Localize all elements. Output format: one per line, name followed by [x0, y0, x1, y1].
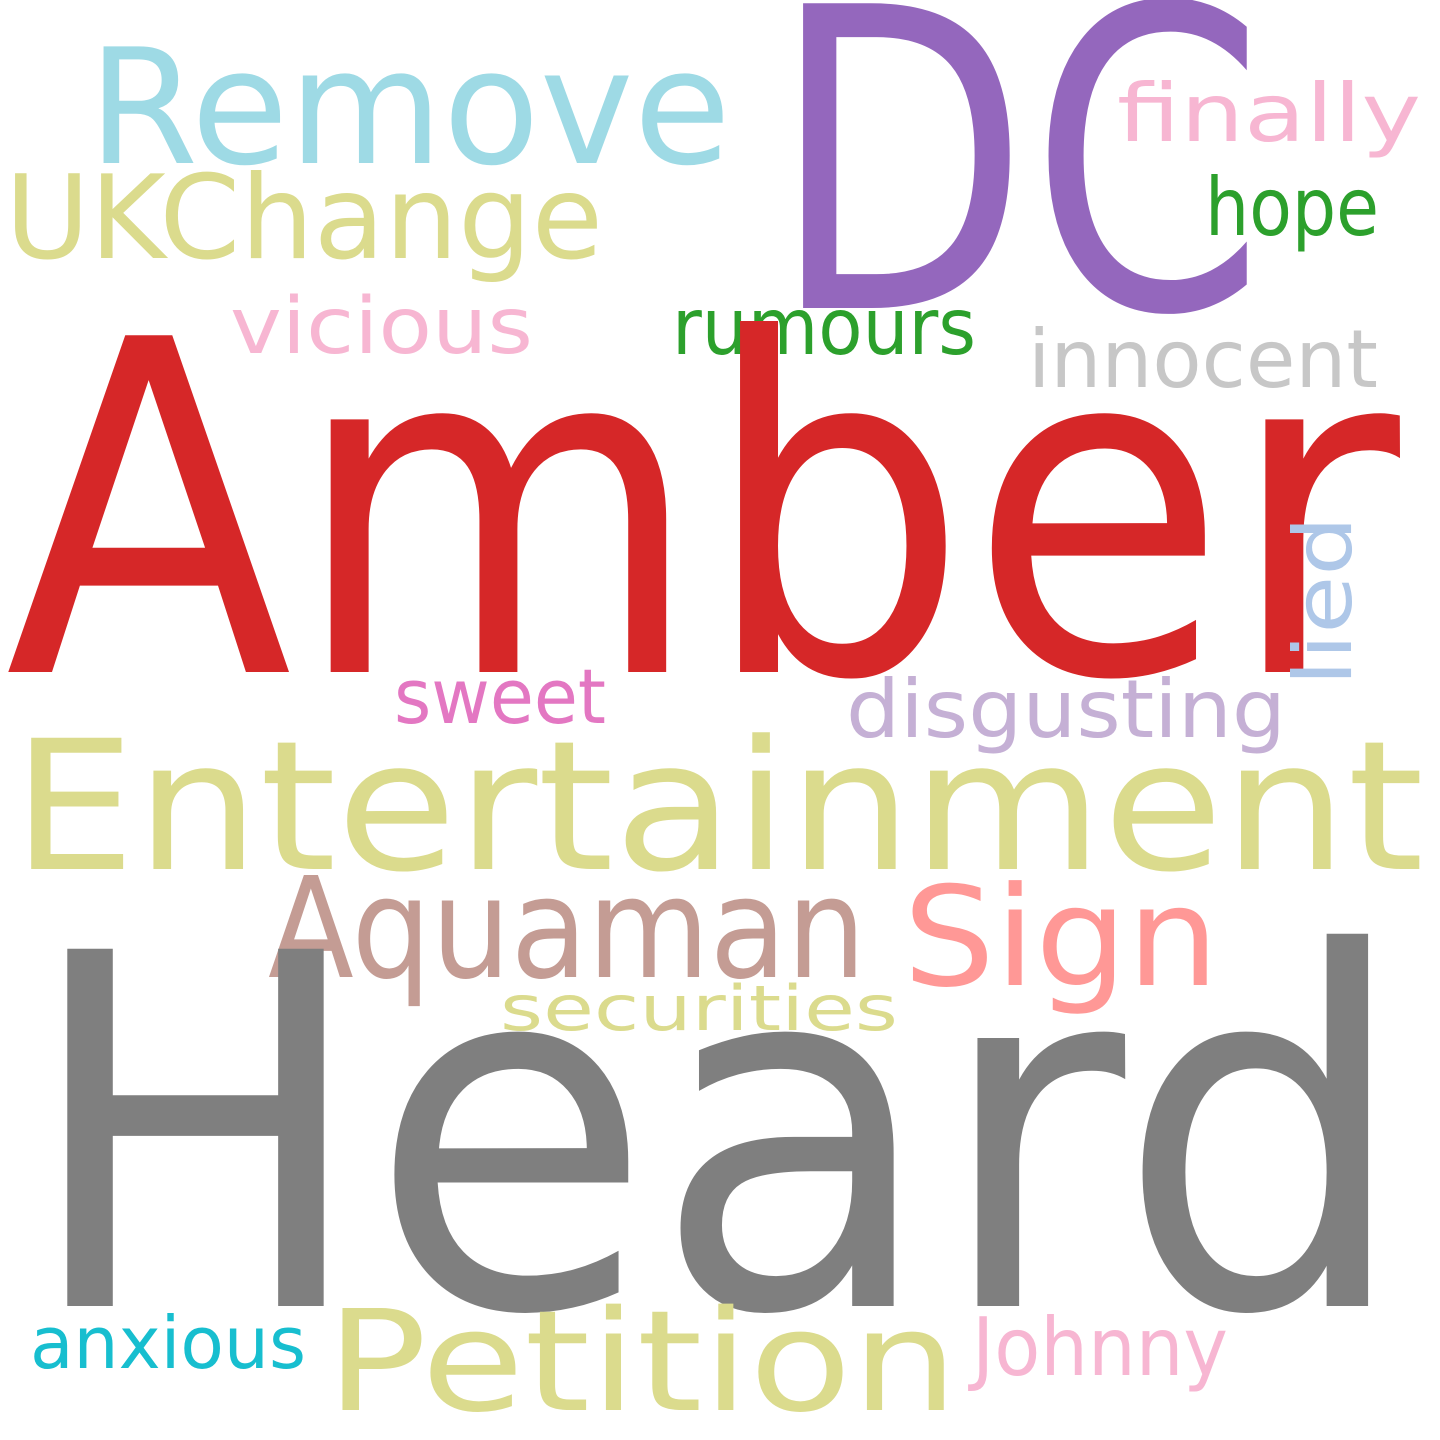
word-sweet: sweet — [394, 652, 606, 741]
word-sign: Sign — [903, 857, 1219, 1018]
word-vicious: vicious — [230, 282, 533, 372]
word-finally: finally — [1117, 67, 1421, 160]
word-anxious: anxious — [30, 1301, 306, 1385]
word-petition: Petition — [326, 1281, 958, 1440]
word-remove: Remove — [88, 14, 731, 201]
word-rumours: rumours — [672, 283, 976, 373]
word-ukchange: UKChange — [5, 151, 603, 286]
word-aquaman: Aquaman — [268, 848, 866, 1011]
word-johnny: Johnny — [967, 1301, 1228, 1394]
word-entertainment: Entertainment — [12, 703, 1424, 912]
word-dc: DC — [770, 0, 1265, 407]
word-securities: securities — [500, 972, 898, 1045]
word-disgusting: disgusting — [846, 663, 1286, 756]
word-lied: lied — [1277, 516, 1370, 686]
word-heard: Heard — [22, 851, 1410, 1422]
word-hope: hope — [1205, 161, 1379, 254]
word-innocent: innocent — [1028, 313, 1378, 406]
word-amber: Amber — [5, 243, 1405, 781]
